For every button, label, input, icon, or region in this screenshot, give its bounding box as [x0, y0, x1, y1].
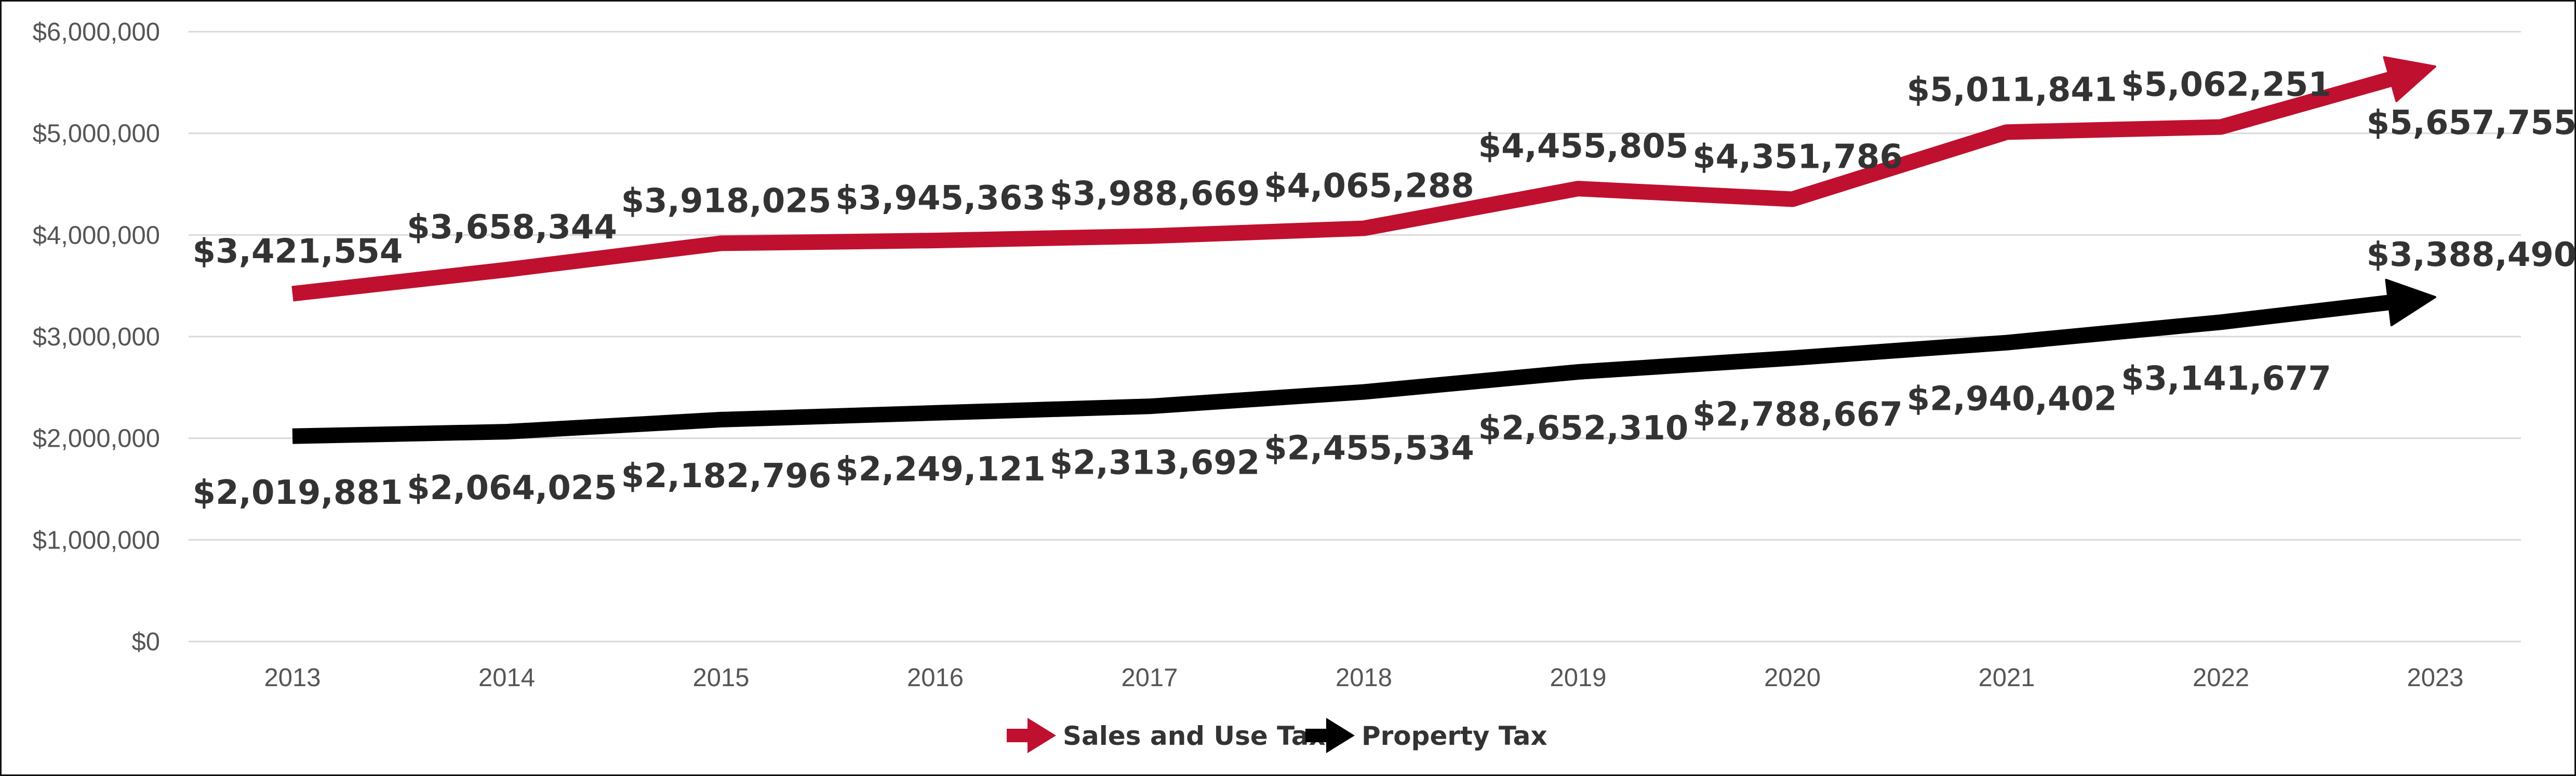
data-point-property-tax — [1791, 356, 1795, 360]
data-point-sales-and-use-tax — [1147, 234, 1152, 238]
series-arrowhead-sales-and-use-tax — [2383, 56, 2436, 102]
y-tick-label: $3,000,000 — [33, 323, 160, 351]
y-tick-label: $0 — [131, 628, 160, 656]
data-label-sales-and-use-tax: $4,065,288 — [1264, 167, 1474, 206]
y-tick-label: $2,000,000 — [33, 425, 160, 453]
data-label-property-tax: $2,940,402 — [1907, 380, 2117, 419]
data-point-property-tax — [2219, 320, 2223, 324]
data-label-sales-and-use-tax: $3,988,669 — [1050, 175, 1260, 213]
data-point-sales-and-use-tax — [719, 241, 723, 245]
legend-item-sales-and-use-tax[interactable]: Sales and Use Tax — [1007, 718, 1326, 753]
data-label-sales-and-use-tax: $5,657,755 — [2367, 104, 2576, 142]
data-point-sales-and-use-tax — [2219, 125, 2223, 129]
data-label-property-tax: $2,182,796 — [621, 457, 832, 496]
data-label-property-tax: $2,019,881 — [193, 474, 403, 512]
x-tick-label: 2016 — [907, 664, 964, 692]
data-label-property-tax: $3,141,677 — [2121, 359, 2331, 398]
x-tick-label: 2023 — [2407, 664, 2463, 692]
y-tick-label: $6,000,000 — [33, 18, 160, 46]
series-lines — [290, 56, 2437, 444]
data-point-sales-and-use-tax — [2433, 64, 2437, 69]
x-tick-label: 2020 — [1764, 664, 1821, 692]
data-label-property-tax: $2,249,121 — [835, 450, 1046, 489]
data-label-sales-and-use-tax: $4,455,805 — [1478, 127, 1689, 166]
x-tick-label: 2022 — [2193, 664, 2249, 692]
legend: Sales and Use Tax Property Tax — [1007, 718, 1547, 753]
data-label-sales-and-use-tax: $3,918,025 — [621, 182, 832, 220]
data-label-sales-and-use-tax: $3,658,344 — [407, 208, 617, 247]
x-tick-label: 2015 — [692, 664, 749, 692]
data-point-sales-and-use-tax — [1791, 197, 1795, 202]
legend-label: Property Tax — [1362, 721, 1547, 751]
data-point-property-tax — [933, 411, 938, 415]
data-label-property-tax: $2,652,310 — [1478, 409, 1689, 448]
series-line-property-tax — [292, 294, 2393, 444]
data-point-property-tax — [2005, 341, 2009, 345]
legend-item-property-tax[interactable]: Property Tax — [1305, 718, 1547, 753]
series-line-sales-and-use-tax — [291, 71, 2396, 302]
series-arrowhead-property-tax — [2385, 278, 2436, 327]
data-label-sales-and-use-tax: $3,421,554 — [193, 233, 403, 271]
data-point-property-tax — [290, 434, 295, 438]
legend-label: Sales and Use Tax — [1063, 721, 1326, 751]
x-axis: 2013 2014 2015 2016 2017 2018 2019 2020 2021 2022… — [264, 664, 2463, 692]
data-label-sales-and-use-tax: $3,945,363 — [835, 179, 1046, 218]
data-point-property-tax — [1362, 390, 1366, 394]
x-tick-label: 2019 — [1550, 664, 1606, 692]
data-point-sales-and-use-tax — [1362, 226, 1366, 231]
legend-swatch-arrow — [1027, 718, 1056, 753]
legend-swatch-arrow — [1326, 718, 1355, 753]
data-label-property-tax: $3,388,490 — [2367, 236, 2576, 274]
data-point-property-tax — [1147, 404, 1152, 408]
data-point-property-tax — [505, 430, 509, 434]
x-tick-label: 2018 — [1336, 664, 1392, 692]
data-label-sales-and-use-tax: $5,062,251 — [2121, 65, 2331, 104]
data-point-property-tax — [719, 418, 723, 422]
data-point-sales-and-use-tax — [505, 267, 509, 272]
data-point-sales-and-use-tax — [933, 238, 938, 243]
data-labels: $3,421,554$3,658,344$3,918,025 $3,945,363… — [193, 65, 2576, 512]
y-tick-label: $5,000,000 — [33, 120, 160, 148]
data-point-property-tax — [2433, 295, 2437, 299]
x-tick-label: 2021 — [1978, 664, 2035, 692]
y-axis: $0 $1,000,000 $2,000,000 $3,000,000 $4,000,0… — [33, 18, 160, 656]
data-label-property-tax: $2,064,025 — [407, 469, 617, 507]
y-tick-label: $1,000,000 — [33, 526, 160, 554]
data-label-property-tax: $2,313,692 — [1050, 444, 1260, 482]
data-point-property-tax — [1576, 370, 1580, 374]
x-tick-label: 2017 — [1121, 664, 1178, 692]
data-point-sales-and-use-tax — [290, 292, 295, 296]
data-label-property-tax: $2,788,667 — [1692, 395, 1903, 434]
x-tick-label: 2013 — [264, 664, 321, 692]
y-tick-label: $4,000,000 — [33, 221, 160, 249]
x-tick-label: 2014 — [478, 664, 535, 692]
data-label-property-tax: $2,455,534 — [1264, 430, 1474, 468]
data-label-sales-and-use-tax: $5,011,841 — [1907, 71, 2117, 109]
data-point-sales-and-use-tax — [2005, 130, 2009, 134]
data-point-sales-and-use-tax — [1576, 186, 1580, 191]
data-label-sales-and-use-tax: $4,351,786 — [1692, 138, 1903, 177]
